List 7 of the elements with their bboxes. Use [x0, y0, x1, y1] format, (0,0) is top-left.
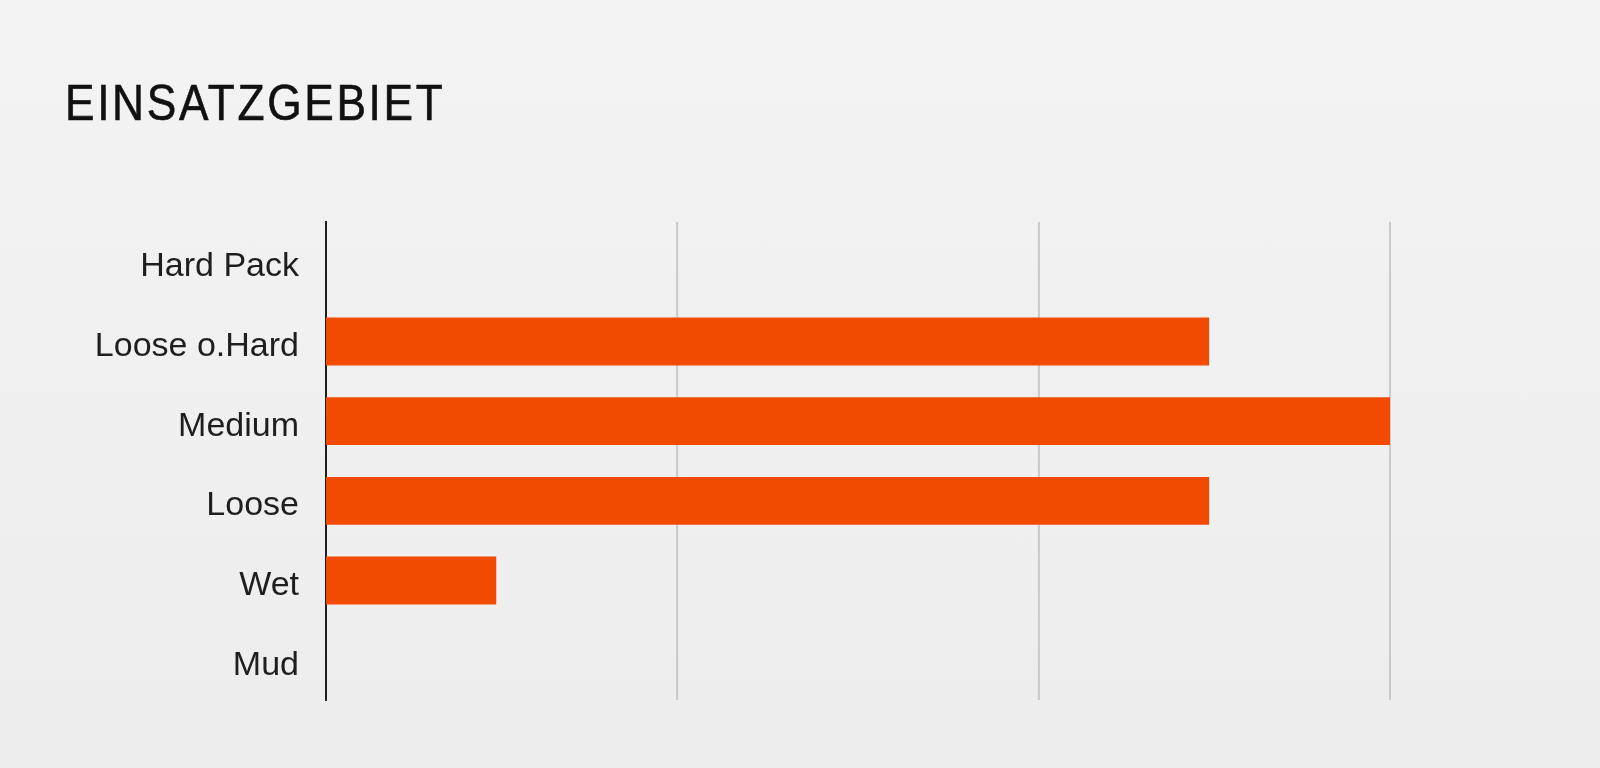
y-tick-label: Wet	[239, 563, 300, 602]
y-tick-label: Hard Pack	[140, 245, 300, 284]
y-tick-label: Medium	[178, 404, 299, 443]
y-tick-label: Loose o.Hard	[94, 324, 299, 363]
chart-title: EINSATZGEBIET	[65, 75, 446, 131]
y-tick-label: Loose	[206, 484, 299, 523]
y-tick-label: Mud	[232, 643, 299, 682]
